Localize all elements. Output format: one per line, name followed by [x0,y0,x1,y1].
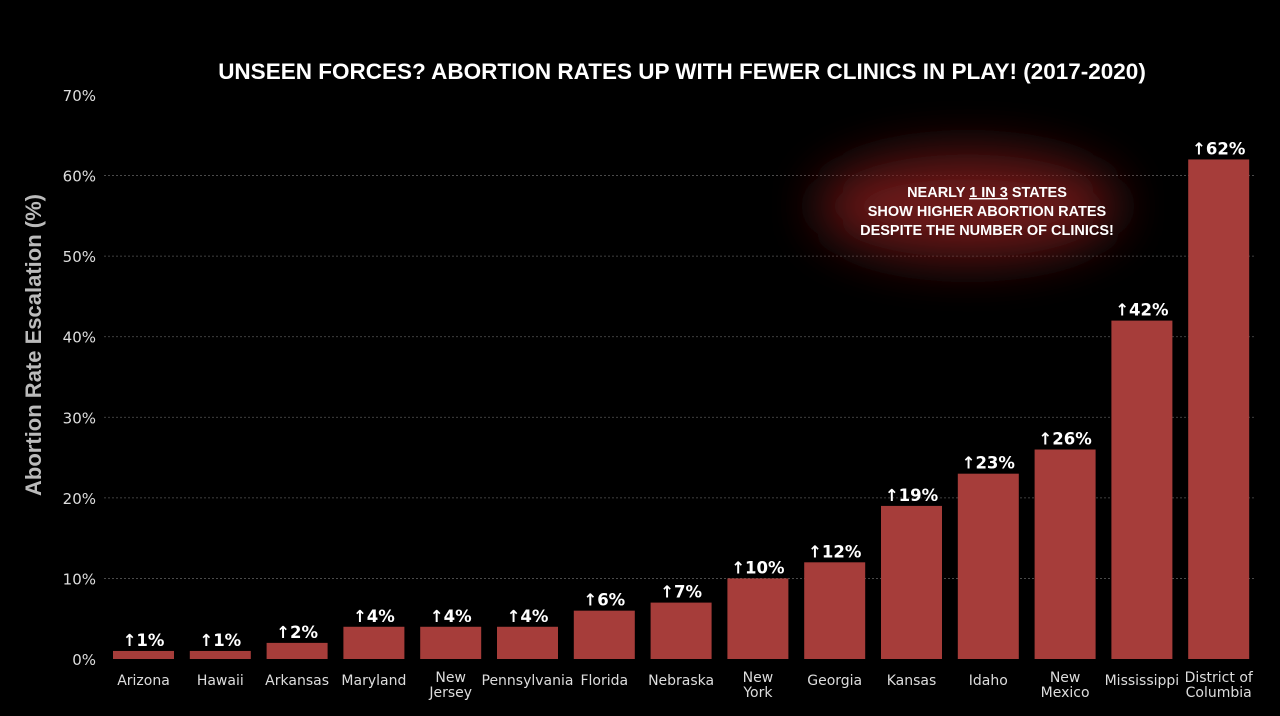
y-axis-label: Abortion Rate Escalation (%) [21,194,46,496]
data-label: ↑19% [885,486,939,505]
chart-title: UNSEEN FORCES? ABORTION RATES UP WITH FE… [218,59,1146,84]
x-tick-label: Florida [580,673,628,689]
x-tick-label: Arizona [117,673,170,689]
x-axis-ticks: Arizona Hawaii Arkansas Maryland New Jersey Pe… [117,670,1254,701]
data-label: ↑10% [731,558,785,577]
annotation-line-3: DESPITE THE NUMBER OF CLINICS! [860,223,1114,239]
y-tick-label: 20% [63,490,96,508]
bar [343,626,405,659]
y-tick-label: 30% [63,409,96,427]
bars [113,159,1250,659]
y-tick-label: 70% [63,87,96,105]
y-tick-label: 50% [63,248,96,266]
data-label: ↑7% [660,583,702,602]
data-label: ↑42% [1115,301,1169,320]
x-tick-label: Maryland [341,673,406,689]
bar [420,626,482,659]
data-label: ↑26% [1038,430,1092,449]
bar [1188,159,1250,659]
data-label: ↑2% [276,623,318,642]
bar [727,578,789,659]
bar [804,562,866,659]
bar [957,473,1019,659]
bar [1111,320,1173,659]
annotation-line-1: NEARLY 1 IN 3 STATES [907,185,1067,201]
bar [650,602,712,659]
y-tick-label: 60% [63,168,96,186]
y-axis-ticks: 0% 10% 20% 30% 40% 50% 60% 70% [63,87,96,669]
data-label: ↑23% [962,454,1016,473]
annotation-line-2: SHOW HIGHER ABORTION RATES [868,204,1107,220]
annotation: NEARLY 1 IN 3 STATES SHOW HIGHER ABORTION… [818,154,1118,258]
x-tick-label: District of Columbia [1185,670,1254,701]
data-label: ↑4% [353,607,395,626]
x-tick-label: Idaho [969,673,1008,689]
data-label: ↑4% [507,607,549,626]
data-label: ↑12% [808,542,862,561]
x-tick-label: Kansas [887,673,937,689]
data-label: ↑1% [199,631,241,650]
x-tick-label: Hawaii [197,673,244,689]
data-label: ↑4% [430,607,472,626]
data-label: ↑62% [1192,139,1246,158]
x-tick-label: Mississippi [1105,673,1180,689]
y-tick-label: 40% [63,329,96,347]
data-label: ↑6% [583,591,625,610]
bar [573,610,635,659]
x-tick-label: New York [742,670,773,701]
data-label: ↑1% [123,631,165,650]
x-tick-label: New Mexico [1041,670,1090,701]
x-tick-label: New Jersey [428,670,472,701]
bar [189,650,251,659]
data-labels: ↑1% ↑1% ↑2% ↑4% ↑4% ↑4% ↑6% ↑7% ↑10% ↑12% ↑19% ↑23%… [123,139,1246,649]
bar [881,505,942,659]
bar [1034,449,1096,659]
x-tick-label: Pennsylvania [482,673,574,689]
annotation-glow [818,154,1118,258]
bar [266,642,328,659]
x-tick-label: Georgia [807,673,862,689]
x-tick-label: Nebraska [648,673,714,689]
y-tick-label: 10% [63,570,96,588]
y-tick-label: 0% [72,651,96,669]
bar [497,626,558,659]
x-tick-label: Arkansas [265,673,329,689]
bar [113,650,174,659]
